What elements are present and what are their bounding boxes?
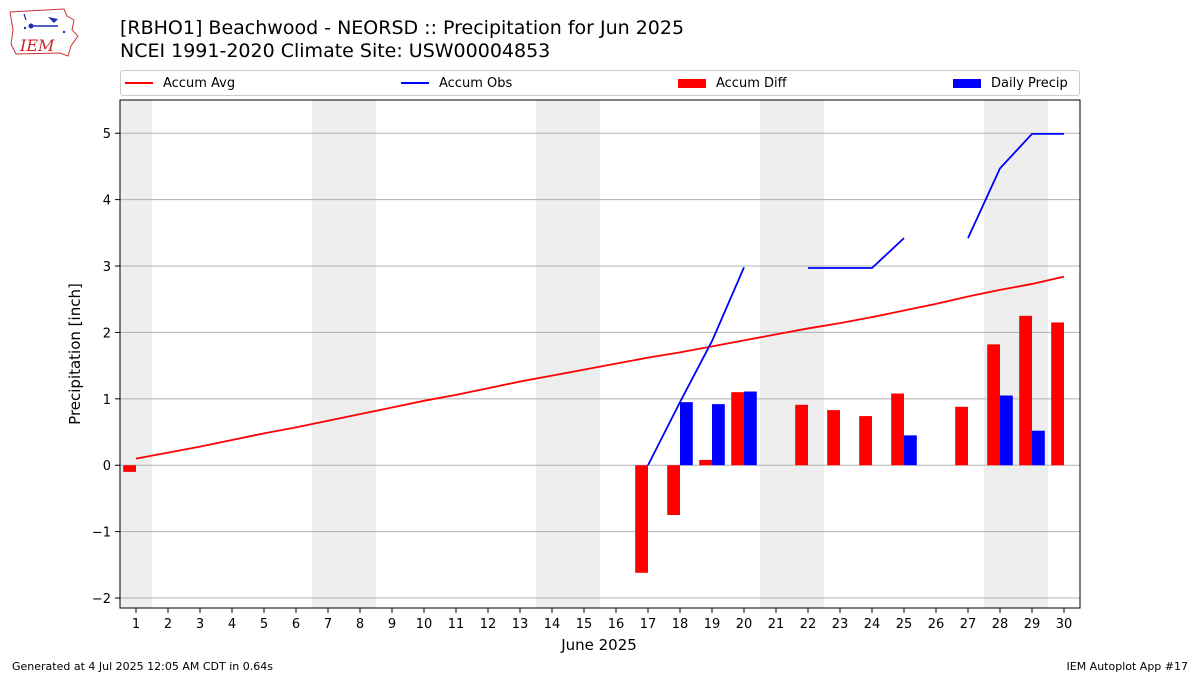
x-tick-label: 23 bbox=[832, 617, 849, 632]
accum-obs-line bbox=[647, 266, 745, 466]
legend-label-accum-diff: Accum Diff bbox=[716, 75, 787, 91]
bar-series bbox=[123, 315, 1064, 573]
x-tick-label: 25 bbox=[896, 617, 913, 632]
footer-generated: Generated at 4 Jul 2025 12:05 AM CDT in … bbox=[12, 660, 273, 673]
x-tick-label: 3 bbox=[196, 617, 204, 632]
y-tick-label: 2 bbox=[103, 326, 111, 341]
y-tick-label: −2 bbox=[92, 592, 111, 607]
x-tick-label: 15 bbox=[576, 617, 593, 632]
y-tick-label: 3 bbox=[103, 260, 111, 275]
weekend-band-21 bbox=[760, 100, 792, 608]
legend-item-accum-diff: Accum Diff bbox=[678, 71, 787, 95]
chart-subtitle: NCEI 1991-2020 Climate Site: USW00004853 bbox=[120, 40, 551, 62]
y-axis: −2 −1 0 1 2 3 4 5 bbox=[92, 127, 120, 607]
legend-swatch-accum-diff bbox=[678, 78, 706, 88]
x-tick-label: 13 bbox=[512, 617, 529, 632]
weekend-shading bbox=[120, 100, 1048, 608]
daily-precip-bar bbox=[712, 404, 725, 466]
y-tick-label: 0 bbox=[103, 459, 111, 474]
x-tick-label: 17 bbox=[640, 617, 657, 632]
x-tick-label: 26 bbox=[928, 617, 945, 632]
chart-title: [RBHO1] Beachwood - NEORSD :: Precipitat… bbox=[120, 17, 685, 39]
accum-obs-line bbox=[967, 132, 1064, 239]
x-tick-label: 14 bbox=[544, 617, 561, 632]
daily-precip-bar bbox=[680, 402, 693, 466]
x-tick-label: 11 bbox=[448, 617, 465, 632]
legend-label-accum-obs: Accum Obs bbox=[439, 75, 513, 91]
x-tick-label: 2 bbox=[164, 617, 172, 632]
weekend-band-8 bbox=[344, 100, 376, 608]
x-tick-label: 29 bbox=[1024, 617, 1041, 632]
accum-avg-line bbox=[135, 275, 1065, 460]
legend-item-accum-avg: Accum Avg bbox=[125, 71, 235, 95]
x-tick-label: 12 bbox=[480, 617, 497, 632]
accum-diff-bar bbox=[123, 465, 136, 472]
weekend-band-15 bbox=[568, 100, 600, 608]
legend: Accum Avg Accum Obs Accum Diff Daily Pre… bbox=[120, 70, 1080, 96]
x-tick-label: 21 bbox=[768, 617, 785, 632]
iem-logo: IEM bbox=[8, 6, 80, 60]
x-tick-label: 19 bbox=[704, 617, 721, 632]
accum-diff-bar bbox=[795, 404, 808, 466]
x-tick-label: 30 bbox=[1056, 617, 1073, 632]
x-tick-label: 8 bbox=[356, 617, 364, 632]
logo-text: IEM bbox=[19, 36, 55, 55]
x-tick-label: 10 bbox=[416, 617, 433, 632]
x-tick-label: 1 bbox=[132, 617, 140, 632]
x-tick-label: 22 bbox=[800, 617, 817, 632]
legend-item-daily-precip: Daily Precip bbox=[953, 71, 1068, 95]
legend-swatch-daily-precip bbox=[953, 78, 981, 88]
legend-swatch-accum-obs bbox=[401, 82, 429, 84]
line-series bbox=[135, 132, 1065, 466]
y-axis-label: Precipitation [inch] bbox=[66, 283, 84, 425]
legend-label-accum-avg: Accum Avg bbox=[163, 75, 236, 91]
x-tick-label: 5 bbox=[260, 617, 268, 632]
x-tick-label: 18 bbox=[672, 617, 689, 632]
x-tick-label: 6 bbox=[292, 617, 300, 632]
accum-diff-bar bbox=[1019, 315, 1032, 466]
legend-label-daily-precip: Daily Precip bbox=[991, 75, 1068, 91]
plot-frame bbox=[119, 99, 1081, 609]
accum-diff-bar bbox=[955, 406, 968, 466]
daily-precip-bar bbox=[1000, 395, 1013, 466]
weekend-band-14 bbox=[536, 100, 568, 608]
accum-diff-bar bbox=[827, 410, 840, 466]
accum-diff-bar bbox=[987, 344, 1000, 466]
accum-diff-bar bbox=[667, 465, 680, 516]
y-tick-label: −1 bbox=[92, 526, 111, 541]
weekend-band-7 bbox=[312, 100, 344, 608]
legend-swatch-accum-avg bbox=[125, 82, 153, 84]
accum-diff-bar bbox=[891, 393, 904, 466]
y-tick-label: 5 bbox=[103, 127, 111, 142]
accum-diff-bar bbox=[699, 459, 712, 466]
x-tick-label: 4 bbox=[228, 617, 236, 632]
accum-diff-bar bbox=[859, 416, 872, 466]
gridlines bbox=[120, 132, 1080, 599]
footer-app-id: IEM Autoplot App #17 bbox=[1066, 660, 1189, 673]
x-axis-label: June 2025 bbox=[560, 636, 637, 654]
x-tick-label: 9 bbox=[388, 617, 396, 632]
y-tick-label: 4 bbox=[103, 194, 111, 209]
weekend-band-22 bbox=[792, 100, 824, 608]
accum-diff-bar bbox=[731, 392, 744, 466]
x-axis: 1 2 3 4 5 6 7 8 9 10 11 12 13 14 15 16 17 18 19 20 21 22 23 24 2… bbox=[132, 608, 1072, 632]
x-tick-label: 16 bbox=[608, 617, 625, 632]
x-tick-label: 20 bbox=[736, 617, 753, 632]
daily-precip-bar bbox=[744, 391, 757, 466]
weekend-band-1 bbox=[120, 100, 152, 608]
x-tick-label: 24 bbox=[864, 617, 881, 632]
x-tick-label: 27 bbox=[960, 617, 977, 632]
x-tick-label: 28 bbox=[992, 617, 1009, 632]
x-tick-label: 7 bbox=[324, 617, 332, 632]
legend-item-accum-obs: Accum Obs bbox=[401, 71, 512, 95]
accum-obs-line bbox=[808, 237, 905, 269]
daily-precip-bar bbox=[1032, 430, 1045, 466]
accum-diff-bar bbox=[1051, 322, 1064, 466]
y-tick-label: 1 bbox=[103, 393, 111, 408]
accum-diff-bar bbox=[635, 465, 648, 573]
daily-precip-bar bbox=[904, 435, 917, 466]
